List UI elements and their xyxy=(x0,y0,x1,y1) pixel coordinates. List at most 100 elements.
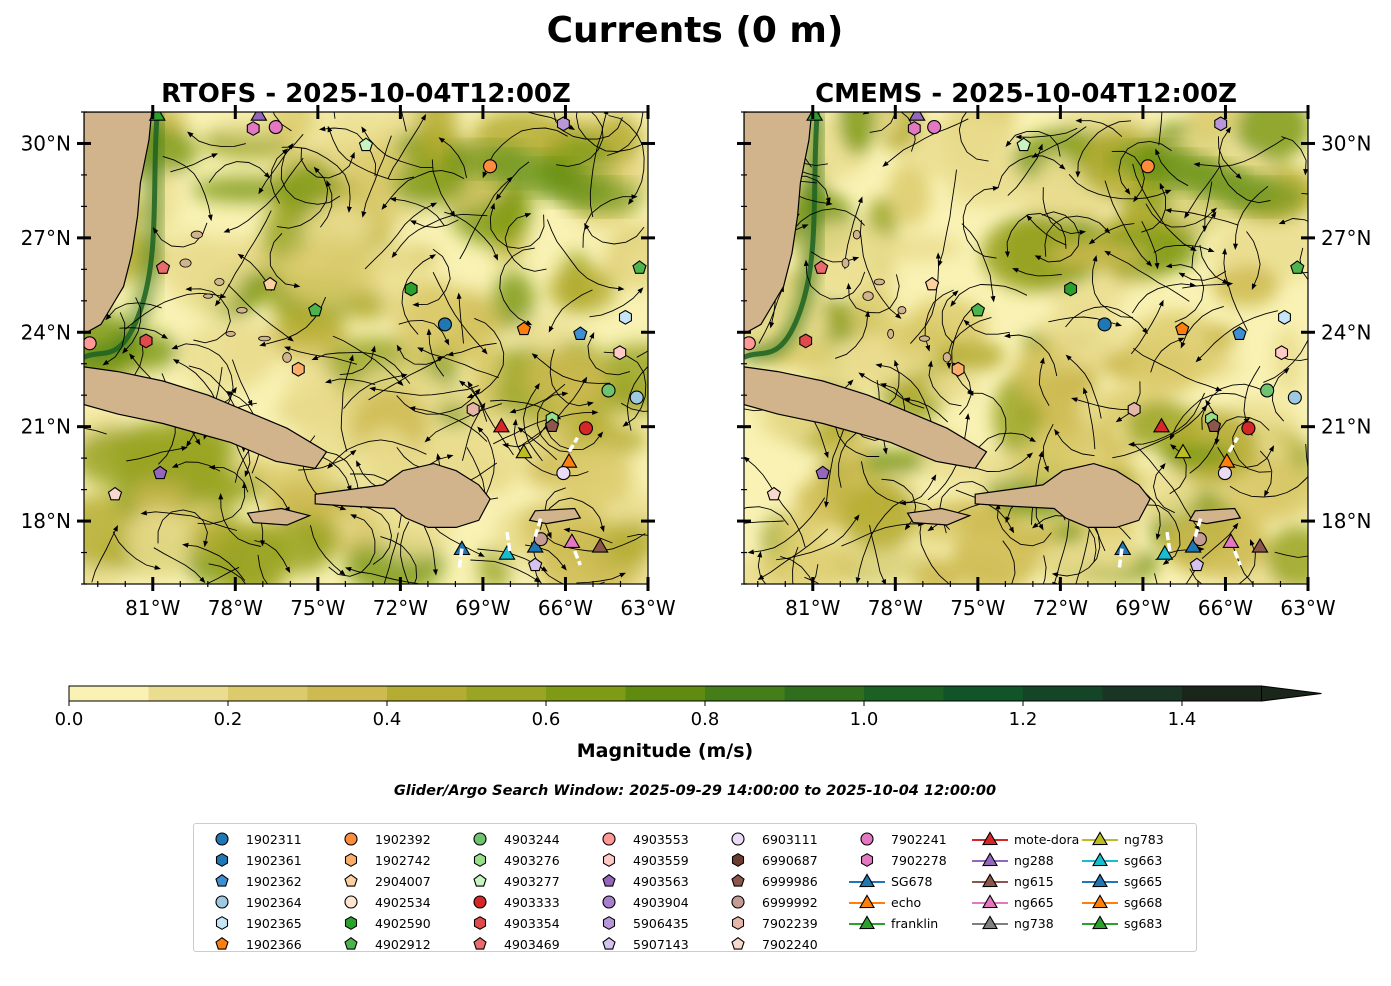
streamline xyxy=(1214,416,1270,446)
streamline xyxy=(490,399,562,420)
streamline xyxy=(1015,127,1078,140)
legend-marker-shape xyxy=(344,916,358,930)
legend-marker xyxy=(473,832,487,846)
island xyxy=(918,335,930,342)
streamline xyxy=(1034,211,1080,263)
streamline xyxy=(105,302,162,321)
streamline xyxy=(84,427,107,435)
legend-label: sg683 xyxy=(1124,916,1163,931)
legend-marker xyxy=(215,916,229,930)
float-marker xyxy=(308,302,323,317)
streamline xyxy=(280,143,341,205)
float-marker xyxy=(483,159,498,174)
streamline xyxy=(171,343,234,410)
streamline xyxy=(432,272,488,355)
float-marker xyxy=(528,557,543,572)
streamline xyxy=(254,540,291,574)
streamline xyxy=(309,525,346,576)
legend-marker-shape xyxy=(982,831,998,846)
float-marker xyxy=(291,361,305,377)
float-marker xyxy=(1232,326,1247,340)
streamline xyxy=(509,383,566,414)
streamline xyxy=(747,497,826,555)
legend-marker-shape xyxy=(602,874,616,887)
legend-marker-shape xyxy=(602,916,616,930)
streamline xyxy=(1202,181,1213,233)
legend-label: 5906435 xyxy=(633,916,689,931)
legend-marker-shape xyxy=(215,916,229,930)
streamline xyxy=(1155,148,1189,187)
legend-marker-shape xyxy=(731,832,745,846)
legend-marker-shape xyxy=(344,937,358,950)
streamline xyxy=(493,409,599,445)
legend-marker xyxy=(972,894,1008,909)
streamline xyxy=(284,346,358,365)
y-tick-label: 27°N xyxy=(1321,226,1371,250)
float-markers xyxy=(84,112,647,572)
legend-label: franklin xyxy=(891,916,939,931)
streamline xyxy=(234,440,266,547)
legend-label: 4902912 xyxy=(375,937,431,952)
island xyxy=(862,291,874,301)
float-marker xyxy=(591,537,609,553)
legend-marker xyxy=(602,874,616,887)
legend-marker-shape xyxy=(731,937,745,950)
streamline xyxy=(869,112,897,133)
legend-marker-shape xyxy=(473,832,487,846)
island xyxy=(203,293,214,299)
legend-label: echo xyxy=(891,895,922,910)
legend-marker xyxy=(731,832,745,846)
streamline xyxy=(162,155,213,222)
streamline xyxy=(1007,143,1043,196)
legend-label: 4902534 xyxy=(375,895,431,910)
island xyxy=(190,230,203,239)
streamline xyxy=(257,554,269,584)
float-marker xyxy=(544,418,560,432)
streamline xyxy=(389,197,445,226)
landmass xyxy=(84,366,328,470)
streamline xyxy=(860,461,937,504)
streamline xyxy=(380,536,418,584)
float-marker xyxy=(924,276,940,291)
streamline xyxy=(1201,383,1271,430)
streamline xyxy=(412,248,451,308)
legend-label: 4903333 xyxy=(504,895,560,910)
legend-marker xyxy=(972,852,1008,867)
landmass xyxy=(974,462,1151,529)
float-marker xyxy=(404,281,418,297)
streamline xyxy=(1169,392,1247,441)
streamline xyxy=(941,290,959,345)
float-marker xyxy=(766,486,782,501)
y-tick-label: 27°N xyxy=(21,226,71,250)
float-marker xyxy=(618,309,632,325)
streamline xyxy=(584,222,645,245)
streamline xyxy=(269,232,301,288)
colorbar-segment xyxy=(148,686,229,701)
colorbar-segment xyxy=(943,686,1024,701)
legend-label: 7902239 xyxy=(762,916,818,931)
panel-title: RTOFS - 2025-10-04T12:00Z xyxy=(161,79,571,109)
y-tick-label: 30°N xyxy=(21,131,71,155)
streamline xyxy=(1128,392,1206,447)
float-marker xyxy=(1016,137,1031,152)
streamline xyxy=(170,153,219,173)
float-marker xyxy=(1127,401,1141,417)
legend-marker xyxy=(972,873,1008,888)
streamline xyxy=(185,286,231,344)
streamline xyxy=(153,547,206,584)
colorbar-segment xyxy=(546,686,626,701)
legend-marker xyxy=(602,895,616,909)
colorbar-tick-label: 1.4 xyxy=(1168,709,1197,730)
streamline xyxy=(958,112,989,162)
streamline xyxy=(223,157,304,233)
float-marker xyxy=(1290,260,1305,274)
streamline xyxy=(1217,136,1242,180)
streamline xyxy=(1042,187,1087,235)
float-marker xyxy=(268,120,283,135)
streamline xyxy=(1082,387,1096,450)
legend-marker-shape xyxy=(344,895,358,909)
legend-marker-shape xyxy=(860,832,874,846)
legend-label: 1902311 xyxy=(246,832,302,847)
streamline xyxy=(589,112,609,218)
